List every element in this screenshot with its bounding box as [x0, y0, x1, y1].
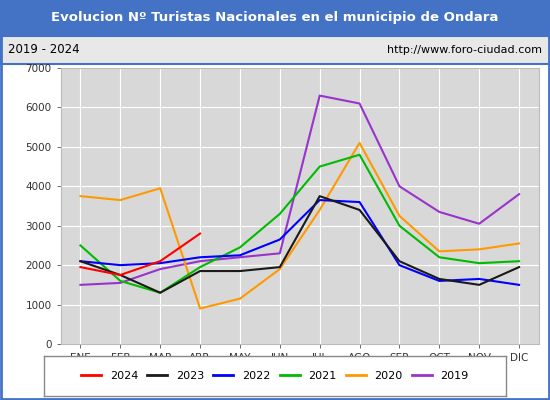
Text: 2019 - 2024: 2019 - 2024: [8, 44, 80, 56]
Text: Evolucion Nº Turistas Nacionales en el municipio de Ondara: Evolucion Nº Turistas Nacionales en el m…: [51, 12, 499, 24]
Legend: 2024, 2023, 2022, 2021, 2020, 2019: 2024, 2023, 2022, 2021, 2020, 2019: [77, 366, 473, 386]
Text: http://www.foro-ciudad.com: http://www.foro-ciudad.com: [387, 45, 542, 55]
